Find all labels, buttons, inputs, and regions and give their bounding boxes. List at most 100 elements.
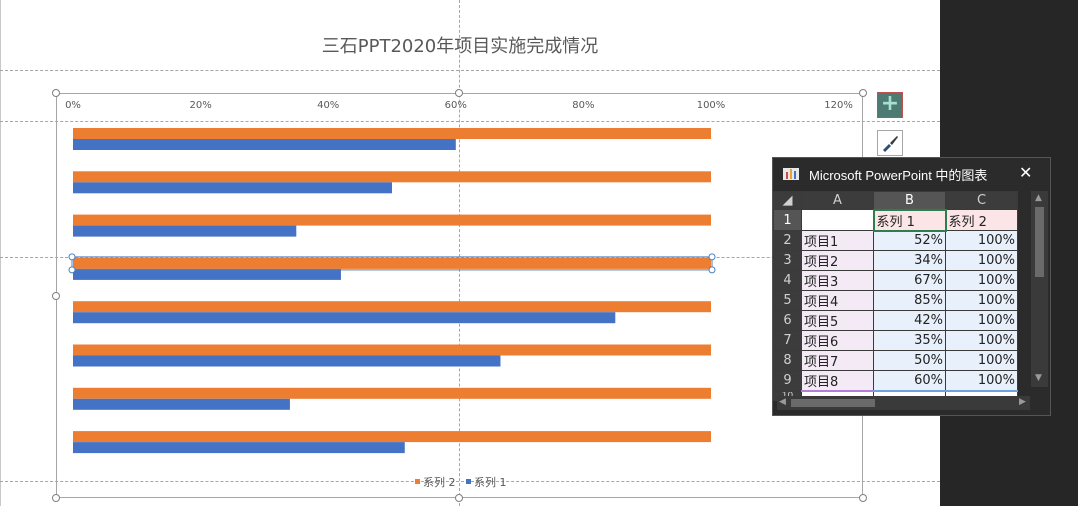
cell-series2[interactable]: 100% [945, 250, 1018, 271]
horizontal-scroll-thumb[interactable] [791, 399, 875, 407]
x-tick-label: 120% [824, 100, 853, 111]
cell-category[interactable]: 项目8 [801, 370, 874, 392]
cell-series1[interactable]: 34% [873, 250, 946, 271]
bar-series1[interactable] [73, 182, 392, 194]
resize-handle[interactable] [52, 89, 60, 97]
cell-series2[interactable]: 100% [945, 350, 1018, 371]
row-header[interactable]: 1 [773, 209, 802, 231]
column-header-a[interactable]: A [801, 191, 874, 210]
cell-a1[interactable] [801, 209, 874, 231]
bar-series2[interactable] [73, 301, 711, 313]
scroll-left-icon[interactable]: ◀ [779, 397, 786, 407]
legend-label[interactable]: 系列 2 [423, 475, 456, 489]
row-header[interactable]: 7 [773, 330, 802, 351]
resize-handle[interactable] [455, 89, 463, 97]
resize-handle[interactable] [859, 89, 867, 97]
bar-series2[interactable] [73, 431, 711, 443]
bar-selection-handle[interactable] [708, 253, 716, 261]
chart-styles-brush-icon[interactable] [877, 130, 903, 156]
cell-series2[interactable]: 100% [945, 290, 1018, 311]
bar-series2[interactable] [73, 128, 711, 139]
resize-handle[interactable] [859, 494, 867, 502]
bar-series2[interactable] [73, 257, 711, 269]
x-tick-label: 0% [65, 100, 81, 111]
cell-category[interactable]: 项目3 [801, 270, 874, 291]
cell-series1[interactable]: 35% [873, 330, 946, 351]
guide-line-vertical [459, 0, 460, 506]
vertical-scroll-thumb[interactable] [1035, 207, 1044, 277]
bar-series1[interactable] [73, 139, 456, 150]
selected-bar-outline [71, 256, 713, 271]
row-header[interactable]: 3 [773, 250, 802, 271]
bar-series2[interactable] [73, 214, 711, 226]
spreadsheet-grid[interactable]: ◢ A B C 1 系列 1 系列 2 2 项目1 52% 100% 3 项目2… [773, 191, 1050, 401]
column-header-c[interactable]: C [945, 191, 1018, 210]
excel-window-title: Microsoft PowerPoint 中的图表 [809, 168, 988, 183]
cell-series2[interactable]: 100% [945, 230, 1018, 251]
bar-selection-handle[interactable] [68, 266, 76, 274]
cell-category[interactable]: 项目5 [801, 310, 874, 331]
row-header[interactable]: 4 [773, 270, 802, 291]
legend-label[interactable]: 系列 1 [474, 475, 507, 489]
row-header[interactable]: 2 [773, 230, 802, 251]
horizontal-scrollbar[interactable]: ◀ ▶ [777, 396, 1030, 410]
cell-category[interactable]: 项目2 [801, 250, 874, 271]
bar-chart[interactable]: 0% 20% 40% 60% 80% 100% 120% 系列 2 系列 1 [0, 0, 940, 506]
chart-elements-plus-icon[interactable]: + [877, 92, 903, 118]
legend-swatch [466, 479, 471, 484]
x-tick-label: 80% [572, 100, 594, 111]
bar-selection-handle[interactable] [708, 266, 716, 274]
cell-series1[interactable]: 42% [873, 310, 946, 331]
bar-series2[interactable] [73, 387, 711, 399]
scroll-up-icon[interactable]: ▲ [1035, 193, 1042, 203]
cell-series2[interactable]: 100% [945, 310, 1018, 331]
row-header[interactable]: 8 [773, 350, 802, 371]
cell-series2[interactable]: 100% [945, 330, 1018, 351]
cell-category[interactable]: 项目1 [801, 230, 874, 251]
cell-c1[interactable]: 系列 2 [945, 209, 1018, 231]
cell-category[interactable]: 项目6 [801, 330, 874, 351]
row-header[interactable]: 9 [773, 370, 802, 392]
resize-handle[interactable] [455, 494, 463, 502]
bar-series2[interactable] [73, 344, 711, 356]
x-tick-label: 100% [697, 100, 726, 111]
cell-series2[interactable]: 100% [945, 270, 1018, 291]
scroll-right-icon[interactable]: ▶ [1019, 397, 1026, 407]
x-tick-label: 60% [445, 100, 467, 111]
cell-category[interactable]: 项目7 [801, 350, 874, 371]
close-icon[interactable]: ✕ [1019, 163, 1033, 182]
select-all-corner[interactable]: ◢ [773, 191, 802, 210]
bar-series1[interactable] [73, 398, 290, 410]
guide-line-horizontal [0, 257, 940, 258]
resize-handle[interactable] [52, 292, 60, 300]
chart-app-icon [783, 168, 799, 180]
cell-series1[interactable]: 85% [873, 290, 946, 311]
excel-data-window[interactable]: Microsoft PowerPoint 中的图表 ✕ ◢ A B C 1 系列… [772, 157, 1051, 416]
bar-series2[interactable] [73, 171, 711, 183]
scroll-down-icon[interactable]: ▼ [1035, 373, 1042, 383]
bar-series1[interactable] [73, 355, 501, 367]
cell-b1[interactable]: 系列 1 [872, 208, 947, 232]
column-header-b[interactable]: B [873, 191, 946, 210]
slide-edge [0, 0, 1, 506]
legend-swatch [415, 479, 420, 484]
chart-title[interactable]: 三石PPT2020年项目实施完成情况 [321, 36, 599, 57]
cell-category[interactable]: 项目4 [801, 290, 874, 311]
cell-series1[interactable]: 52% [873, 230, 946, 251]
cell-series1[interactable]: 50% [873, 350, 946, 371]
cell-series2[interactable]: 100% [945, 370, 1018, 392]
x-tick-label: 40% [317, 100, 339, 111]
cell-series1[interactable]: 60% [873, 370, 946, 392]
bar-series1[interactable] [73, 268, 341, 280]
bar-series1[interactable] [73, 312, 616, 324]
bar-selection-handle[interactable] [68, 253, 76, 261]
bar-series1[interactable] [73, 442, 405, 454]
bar-series1[interactable] [73, 225, 297, 237]
row-header[interactable]: 6 [773, 310, 802, 331]
vertical-scrollbar[interactable]: ▲ ▼ [1031, 191, 1048, 387]
cell-series1[interactable]: 67% [873, 270, 946, 291]
excel-titlebar[interactable]: Microsoft PowerPoint 中的图表 ✕ [773, 158, 1050, 188]
row-header[interactable]: 5 [773, 290, 802, 311]
x-tick-label: 20% [189, 100, 211, 111]
resize-handle[interactable] [52, 494, 60, 502]
